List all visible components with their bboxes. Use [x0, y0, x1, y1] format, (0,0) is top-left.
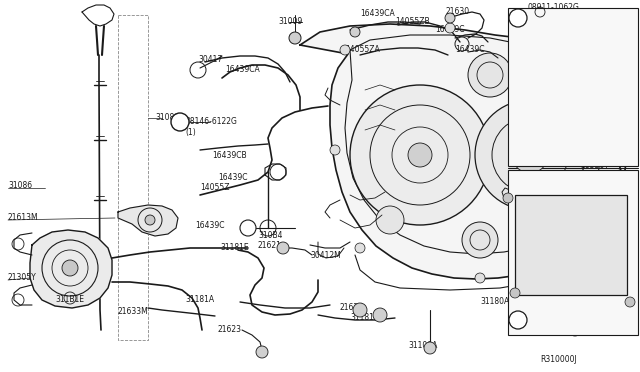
- Text: N: N: [515, 315, 521, 324]
- Circle shape: [610, 100, 620, 110]
- Text: 31020M: 31020M: [530, 257, 561, 266]
- Circle shape: [350, 85, 490, 225]
- Ellipse shape: [599, 175, 637, 225]
- Circle shape: [534, 322, 546, 334]
- Text: 16439C: 16439C: [435, 26, 465, 35]
- Text: 31181A: 31181A: [350, 314, 379, 323]
- Text: (1): (1): [185, 128, 196, 137]
- Circle shape: [376, 206, 404, 234]
- Circle shape: [468, 53, 512, 97]
- Circle shape: [445, 13, 455, 23]
- Text: 14055ZA: 14055ZA: [345, 45, 380, 55]
- Circle shape: [590, 235, 600, 245]
- Text: 21630: 21630: [446, 7, 470, 16]
- Text: 21633M: 21633M: [118, 308, 148, 317]
- Text: 31180AA: 31180AA: [542, 298, 577, 307]
- Circle shape: [145, 215, 155, 225]
- Text: 21613M: 21613M: [8, 214, 38, 222]
- Text: 14055Z: 14055Z: [200, 183, 230, 192]
- Circle shape: [475, 100, 585, 210]
- Text: 16439C: 16439C: [195, 221, 225, 230]
- Circle shape: [289, 32, 301, 44]
- Circle shape: [350, 27, 360, 37]
- Circle shape: [256, 346, 268, 358]
- Bar: [515, 195, 627, 295]
- Text: 31181E: 31181E: [220, 244, 248, 253]
- Circle shape: [330, 145, 340, 155]
- Text: 31180A: 31180A: [480, 298, 509, 307]
- Text: 16439C: 16439C: [218, 173, 248, 183]
- Text: 31086: 31086: [8, 180, 32, 189]
- Text: 311B1E: 311B1E: [55, 295, 84, 305]
- Circle shape: [355, 243, 365, 253]
- Text: 21305Y: 21305Y: [8, 273, 36, 282]
- Circle shape: [171, 113, 189, 131]
- Circle shape: [569, 324, 581, 336]
- Text: 21626: 21626: [340, 304, 364, 312]
- Text: 31098Z: 31098Z: [596, 17, 625, 26]
- Circle shape: [576, 266, 588, 278]
- Circle shape: [608, 172, 628, 192]
- Text: (2): (2): [528, 326, 539, 334]
- Circle shape: [62, 260, 78, 276]
- Text: 14055ZB: 14055ZB: [395, 17, 429, 26]
- Circle shape: [475, 273, 485, 283]
- Text: 16439CA: 16439CA: [225, 65, 260, 74]
- Text: 21623: 21623: [218, 326, 242, 334]
- Circle shape: [445, 23, 455, 33]
- Circle shape: [585, 243, 595, 253]
- Circle shape: [595, 257, 605, 267]
- Text: R310000J: R310000J: [540, 356, 577, 365]
- Text: 08146-6122G: 08146-6122G: [186, 118, 238, 126]
- Polygon shape: [30, 230, 112, 308]
- Text: 30417: 30417: [198, 55, 222, 64]
- Text: N: N: [515, 13, 521, 22]
- Text: 21621: 21621: [258, 241, 282, 250]
- Circle shape: [340, 45, 350, 55]
- Text: 16439CA: 16439CA: [360, 10, 395, 19]
- Circle shape: [503, 193, 513, 203]
- Circle shape: [509, 9, 527, 27]
- Text: 16439C: 16439C: [455, 45, 484, 55]
- Circle shape: [277, 242, 289, 254]
- Bar: [508, 8, 638, 166]
- Circle shape: [462, 222, 498, 258]
- Text: 31009: 31009: [278, 17, 302, 26]
- Circle shape: [509, 311, 527, 329]
- Text: 31080: 31080: [155, 113, 179, 122]
- Text: 08911-1062G: 08911-1062G: [528, 315, 580, 324]
- Circle shape: [510, 288, 520, 298]
- Circle shape: [408, 143, 432, 167]
- Text: 31100A: 31100A: [408, 340, 437, 350]
- Circle shape: [512, 137, 548, 173]
- Text: B: B: [177, 118, 183, 126]
- Text: 16439CB: 16439CB: [212, 151, 246, 160]
- Text: 08911-1062G: 08911-1062G: [528, 3, 580, 13]
- Text: 31036: 31036: [528, 173, 552, 183]
- Bar: [508, 170, 638, 335]
- Text: 31037: 31037: [595, 100, 620, 109]
- Polygon shape: [300, 24, 628, 279]
- Circle shape: [625, 297, 635, 307]
- Text: 31180A: 31180A: [558, 250, 588, 260]
- Circle shape: [373, 308, 387, 322]
- Circle shape: [565, 45, 575, 55]
- Text: (2): (2): [528, 13, 539, 22]
- Circle shape: [615, 170, 625, 180]
- Polygon shape: [118, 205, 178, 236]
- Text: 310B4: 310B4: [258, 231, 282, 240]
- Text: 31181A: 31181A: [185, 295, 214, 305]
- Text: 30412M: 30412M: [310, 250, 340, 260]
- Text: 38356Y: 38356Y: [580, 160, 609, 170]
- Circle shape: [353, 303, 367, 317]
- Text: 31098ZA: 31098ZA: [558, 224, 593, 232]
- Circle shape: [424, 342, 436, 354]
